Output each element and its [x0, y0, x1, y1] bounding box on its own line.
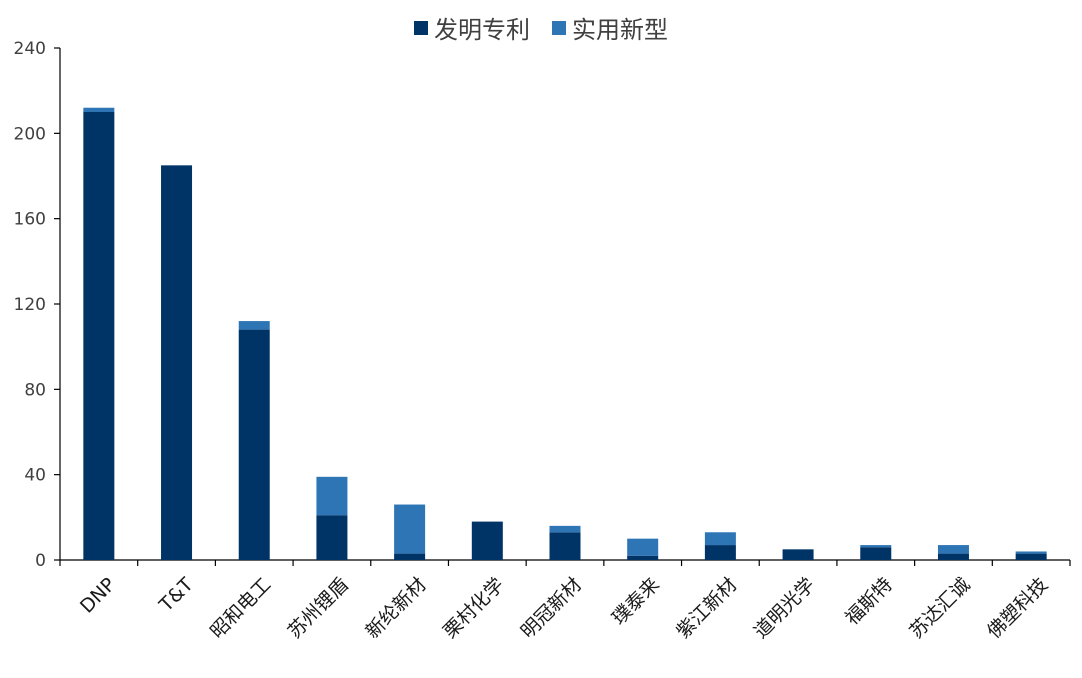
bar-invention	[83, 112, 115, 560]
bar-invention	[238, 329, 270, 560]
bar-utility	[627, 538, 659, 556]
legend-swatch-invention	[414, 20, 428, 35]
bar-invention	[549, 532, 581, 560]
x-tick-label: 紫江新材	[672, 574, 741, 643]
y-tick-label: 160	[14, 210, 46, 230]
legend-item-utility: 实用新型	[552, 10, 668, 45]
y-tick-label: 200	[14, 124, 46, 144]
x-tick-label: 福斯特	[841, 574, 897, 630]
y-tick-label: 240	[14, 39, 46, 59]
bar-invention	[627, 555, 659, 560]
bar-invention	[471, 521, 503, 560]
x-tick-label: 苏州锂盾	[284, 574, 353, 643]
bar-utility	[394, 504, 426, 554]
bar-utility	[549, 525, 581, 533]
bar-invention	[782, 549, 814, 560]
x-tick-label: 苏达汇诚	[905, 574, 974, 643]
y-tick-label: 120	[14, 295, 46, 315]
bar-invention	[1015, 553, 1047, 560]
legend-item-invention: 发明专利	[414, 10, 530, 45]
bar-utility	[704, 532, 736, 546]
legend-swatch-utility	[552, 20, 566, 35]
x-tick-label: DNP	[76, 574, 120, 618]
bar-utility	[83, 107, 115, 112]
x-tick-label: 新纶新材	[361, 574, 430, 643]
bar-invention	[937, 553, 969, 560]
y-tick-label: 40	[24, 466, 46, 486]
bar-utility	[316, 476, 348, 516]
y-tick-label: 0	[35, 551, 46, 571]
x-tick-label: 栗村化学	[439, 574, 508, 643]
bar-utility	[937, 545, 969, 554]
x-tick-label: 明冠新材	[517, 574, 586, 643]
x-tick-label: 佛塑科技	[983, 574, 1052, 643]
y-tick-label: 80	[24, 380, 46, 400]
x-tick-label: 璞泰来	[608, 574, 664, 630]
x-tick-label: 昭和电工	[206, 574, 275, 643]
legend: 发明专利 实用新型	[0, 10, 1082, 45]
legend-label-utility: 实用新型	[572, 16, 668, 44]
bar-invention	[161, 165, 193, 561]
bar-utility	[238, 321, 270, 330]
bar-utility	[860, 545, 892, 548]
x-tick-label: 道明光学	[750, 574, 819, 643]
bar-invention	[316, 515, 348, 560]
bar-utility	[1015, 551, 1047, 554]
bar-invention	[704, 545, 736, 560]
bar-invention	[860, 547, 892, 560]
x-tick-label: T&T	[155, 573, 198, 616]
bar-invention	[394, 553, 426, 560]
legend-label-invention: 发明专利	[434, 16, 530, 44]
